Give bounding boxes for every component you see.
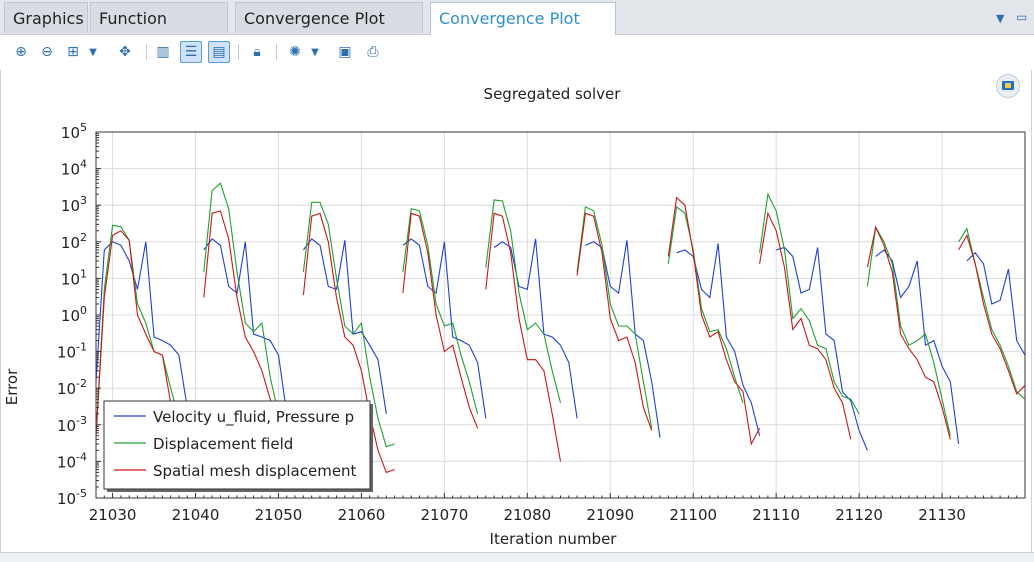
x-tick-label: 21050 xyxy=(255,506,303,524)
series-line-2 xyxy=(485,212,562,462)
legend-box xyxy=(103,400,371,490)
tab-convergence-plot-1[interactable]: Convergence Plot 1✕ xyxy=(430,2,616,59)
x-tick-label: 21080 xyxy=(503,506,551,524)
y-tick-label: 10-5 xyxy=(57,487,87,508)
series-line-2 xyxy=(302,212,395,474)
zoom-in-icon[interactable]: ⊕ xyxy=(15,44,27,60)
x-tick-label: 21130 xyxy=(918,506,966,524)
series-line-0 xyxy=(875,249,960,444)
series-line-2 xyxy=(576,212,653,431)
x-tick-label: 21060 xyxy=(338,506,386,524)
y-tick-label: 105 xyxy=(61,121,87,142)
series-line-0 xyxy=(676,243,761,436)
series-line-0 xyxy=(402,238,487,419)
y-tick-label: 100 xyxy=(61,304,87,325)
axis-icon[interactable]: ☰ xyxy=(180,41,202,63)
y-tick-label: 10-2 xyxy=(57,377,87,398)
series-line-2 xyxy=(96,230,180,436)
series-line-2 xyxy=(402,212,479,429)
series-line-1 xyxy=(402,208,479,414)
y-tick-label: 10-1 xyxy=(57,341,87,362)
legend-label: Velocity u_fluid, Pressure p xyxy=(153,408,354,427)
lock-icon[interactable]: 🔒︎ xyxy=(253,44,261,60)
series-line-0 xyxy=(493,238,578,419)
y-tick-label: 102 xyxy=(61,231,87,252)
x-tick-label: 21030 xyxy=(89,506,137,524)
chevron-down-icon[interactable]: ▼ xyxy=(89,46,97,58)
series-line-2 xyxy=(866,225,951,440)
camera-icon[interactable]: ▣ xyxy=(338,44,352,60)
y-tick-label: 103 xyxy=(61,194,87,215)
convergence-chart: 21030 21040 21050 21060 21070 21080 21090 21100… xyxy=(3,85,1026,548)
series-line-1 xyxy=(485,199,562,403)
x-tick-label: 21070 xyxy=(421,506,469,524)
series-line-0 xyxy=(966,251,1025,356)
series-line-2 xyxy=(667,196,761,446)
chevron-down-icon[interactable]: ▼ xyxy=(311,46,319,58)
y-axis-label: Error xyxy=(3,368,21,405)
plot-settings-icon[interactable] xyxy=(996,74,1020,98)
legend-icon[interactable]: ▤ xyxy=(208,41,230,63)
series-line-1 xyxy=(759,192,860,415)
series-line-1 xyxy=(203,182,280,414)
series-line-0 xyxy=(203,238,288,414)
x-tick-label: 21090 xyxy=(586,506,634,524)
zoom-box-icon[interactable]: ⊞ xyxy=(67,44,79,60)
series-line-1 xyxy=(866,225,951,436)
toolbar-separator xyxy=(146,44,147,60)
series-line-1 xyxy=(576,206,653,429)
x-tick-label: 21040 xyxy=(172,506,220,524)
legend-label: Displacement field xyxy=(153,435,293,453)
x-tick-label: 21100 xyxy=(669,506,717,524)
series-line-0 xyxy=(585,240,661,438)
series-line-1 xyxy=(667,205,744,403)
y-tick-label: 10-3 xyxy=(57,414,87,435)
y-tick-label: 101 xyxy=(61,267,87,288)
series-line-1 xyxy=(96,224,180,436)
status-bar xyxy=(0,552,1034,562)
chart-title: Segregated solver xyxy=(484,85,622,103)
tab-function-plot[interactable]: Function Plot✕ xyxy=(90,2,228,59)
series-line-1 xyxy=(302,201,395,448)
chevron-down-icon[interactable]: ▼ xyxy=(996,12,1005,25)
zoom-extents-icon[interactable]: ✥ xyxy=(119,44,131,60)
series-line-0 xyxy=(302,238,387,414)
tab-convergence-plot-2[interactable]: Convergence Plot 2✕ xyxy=(235,2,423,59)
series-line-2 xyxy=(759,211,852,440)
plot-pane xyxy=(0,70,1032,552)
toolbar-separator xyxy=(238,44,239,60)
series-line-2 xyxy=(958,234,1025,395)
tab-bar: Graphics Function Plot✕ Convergence Plot… xyxy=(0,0,1034,59)
y-tick-label: 104 xyxy=(61,158,87,179)
series-line-0 xyxy=(776,246,868,451)
x-tick-label: 21110 xyxy=(752,506,800,524)
chart-ticks: 21030 21040 21050 21060 21070 21080 21090 21100… xyxy=(57,121,1018,524)
toolbar-separator xyxy=(276,44,277,60)
y-tick-label: 10-4 xyxy=(57,450,87,471)
print-icon[interactable]: ⎙ xyxy=(367,44,379,60)
plot-toolbar: ⊕ ⊖ ⊞ ▼ ✥ ▥ ☰ ▤ 🔒︎ ✺ ▼ ▣ ⎙ xyxy=(0,35,1034,69)
grid-toggle-icon[interactable]: ▥ xyxy=(156,44,170,60)
maximize-icon[interactable]: ▭ xyxy=(1016,10,1028,24)
scene-light-icon[interactable]: ✺ xyxy=(289,44,301,60)
tab-graphics[interactable]: Graphics xyxy=(4,2,88,33)
tab-label: Graphics xyxy=(13,9,84,28)
x-axis-label: Iteration number xyxy=(490,530,618,548)
series-line-1 xyxy=(958,227,1025,400)
chart-series xyxy=(96,182,1025,474)
legend-label: Spatial mesh displacement xyxy=(153,462,357,480)
zoom-out-icon[interactable]: ⊖ xyxy=(41,44,53,60)
chart-legend: Velocity u_fluid, Pressure p Displacement… xyxy=(103,400,373,492)
series-line-2 xyxy=(203,210,280,429)
x-tick-label: 21120 xyxy=(835,506,883,524)
